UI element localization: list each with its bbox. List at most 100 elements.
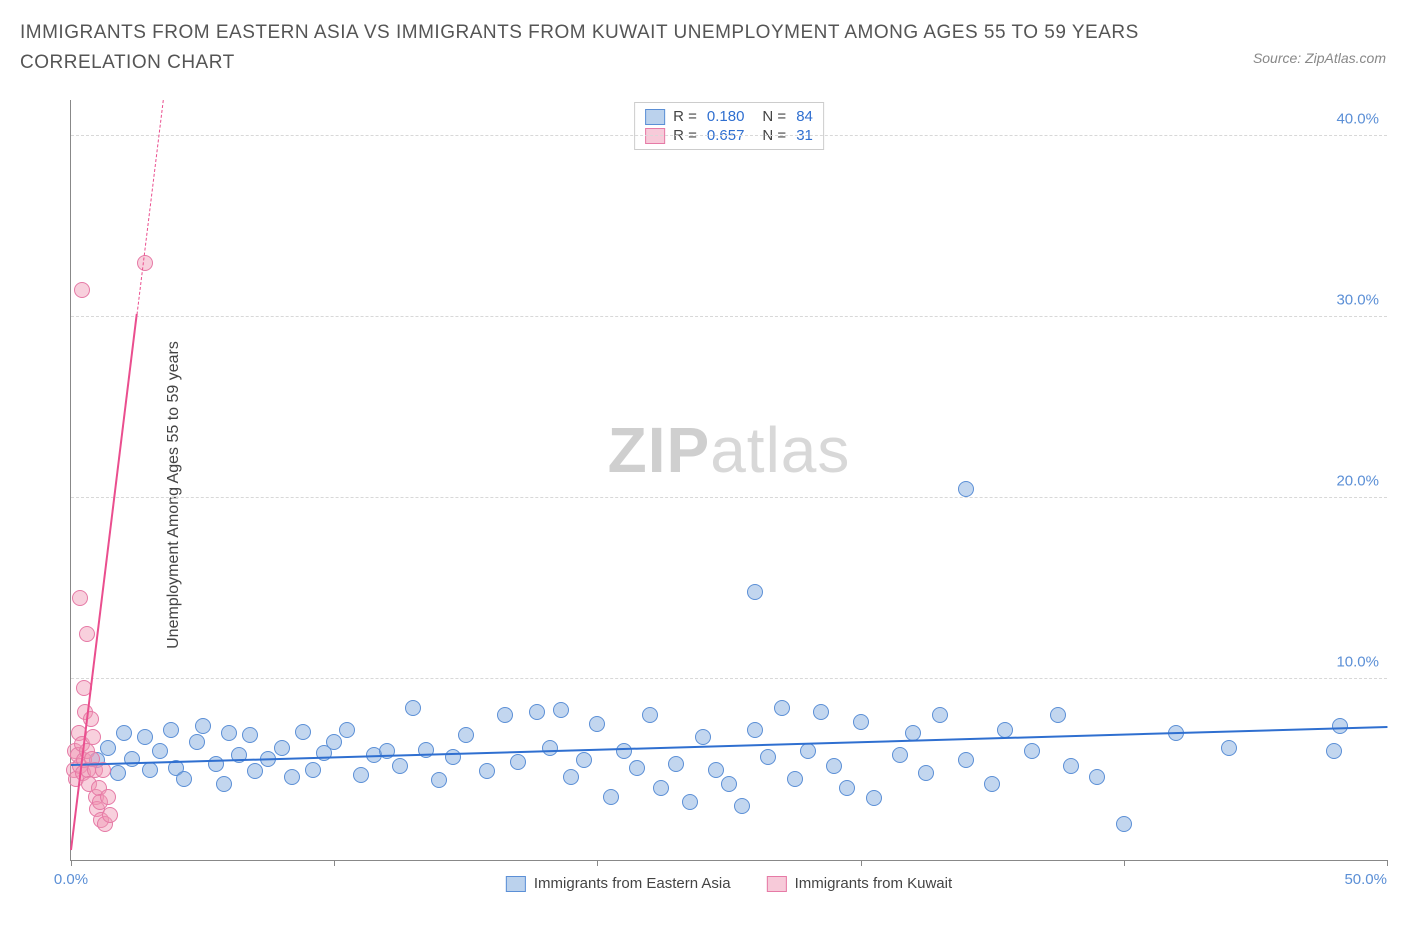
data-point [760, 749, 776, 765]
data-point [997, 722, 1013, 738]
data-point [85, 729, 101, 745]
x-tick [71, 860, 72, 866]
trend-line [136, 99, 163, 314]
data-point [695, 729, 711, 745]
data-point [100, 740, 116, 756]
data-point [195, 718, 211, 734]
data-point [1332, 718, 1348, 734]
x-tick [861, 860, 862, 866]
data-point [1050, 707, 1066, 723]
legend-item: Immigrants from Kuwait [767, 875, 953, 892]
chart-container: Unemployment Among Ages 55 to 59 years Z… [20, 100, 1386, 890]
data-point [295, 724, 311, 740]
data-point [242, 727, 258, 743]
legend-swatch [506, 876, 526, 892]
data-point [682, 794, 698, 810]
data-point [221, 725, 237, 741]
data-point [576, 752, 592, 768]
data-point [918, 765, 934, 781]
data-point [813, 704, 829, 720]
page-title: IMMIGRANTS FROM EASTERN ASIA VS IMMIGRAN… [20, 18, 1170, 79]
x-tick [334, 860, 335, 866]
data-point [405, 700, 421, 716]
data-point [747, 584, 763, 600]
data-point [208, 756, 224, 772]
data-point [603, 789, 619, 805]
data-point [116, 725, 132, 741]
data-point [553, 702, 569, 718]
data-point [542, 740, 558, 756]
data-point [826, 758, 842, 774]
data-point [142, 762, 158, 778]
legend-label: Immigrants from Eastern Asia [534, 875, 731, 892]
series-legend: Immigrants from Eastern Asia Immigrants f… [506, 875, 952, 892]
data-point [458, 727, 474, 743]
data-point [497, 707, 513, 723]
data-point [72, 590, 88, 606]
data-point [431, 772, 447, 788]
y-tick-label: 20.0% [1336, 473, 1379, 490]
data-point [734, 798, 750, 814]
data-point [708, 762, 724, 778]
data-point [110, 765, 126, 781]
data-point [800, 743, 816, 759]
data-point [984, 776, 1000, 792]
x-tick-label: 0.0% [54, 871, 88, 888]
data-point [668, 756, 684, 772]
data-point [958, 481, 974, 497]
data-point [216, 776, 232, 792]
data-point [774, 700, 790, 716]
data-point [479, 763, 495, 779]
data-point [1221, 740, 1237, 756]
data-point [305, 762, 321, 778]
y-tick-label: 40.0% [1336, 111, 1379, 128]
data-point [339, 722, 355, 738]
data-point [1089, 769, 1105, 785]
x-tick-label: 50.0% [1344, 871, 1387, 888]
x-tick [1387, 860, 1388, 866]
x-tick [597, 860, 598, 866]
data-point [100, 789, 116, 805]
data-point [642, 707, 658, 723]
data-point [79, 626, 95, 642]
data-point [137, 729, 153, 745]
data-point [616, 743, 632, 759]
data-point [589, 716, 605, 732]
data-point [866, 790, 882, 806]
data-point [958, 752, 974, 768]
legend-swatch [767, 876, 787, 892]
data-point [247, 763, 263, 779]
data-point [1116, 816, 1132, 832]
legend-swatch [645, 109, 665, 125]
data-point [176, 771, 192, 787]
plot-area: ZIPatlas R =0.180N =84R =0.657N =31 Immi… [70, 100, 1387, 861]
gridline [71, 497, 1387, 498]
data-point [392, 758, 408, 774]
data-point [653, 780, 669, 796]
gridline [71, 678, 1387, 679]
data-point [853, 714, 869, 730]
source-attribution: Source: ZipAtlas.com [1253, 50, 1386, 66]
data-point [1063, 758, 1079, 774]
data-point [189, 734, 205, 750]
data-point [787, 771, 803, 787]
data-point [892, 747, 908, 763]
data-point [721, 776, 737, 792]
data-point [747, 722, 763, 738]
data-point [152, 743, 168, 759]
data-point [137, 255, 153, 271]
data-point [563, 769, 579, 785]
data-point [353, 767, 369, 783]
gridline [71, 135, 1387, 136]
correlation-legend: R =0.180N =84R =0.657N =31 [634, 102, 824, 150]
legend-label: Immigrants from Kuwait [795, 875, 953, 892]
x-tick [1124, 860, 1125, 866]
data-point [529, 704, 545, 720]
watermark: ZIPatlas [608, 413, 851, 487]
data-point [326, 734, 342, 750]
data-point [1024, 743, 1040, 759]
data-point [445, 749, 461, 765]
trend-line [71, 726, 1387, 766]
data-point [284, 769, 300, 785]
data-point [932, 707, 948, 723]
